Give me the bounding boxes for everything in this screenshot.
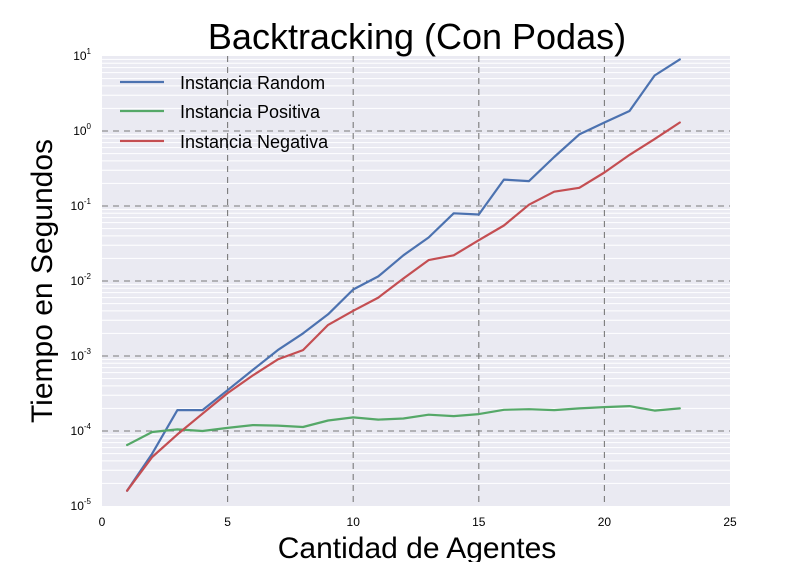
y-tick-label: 10-4 [71, 422, 92, 438]
y-axis-label: Tiempo en Segundos [26, 139, 59, 423]
x-tick-label: 5 [224, 515, 231, 529]
x-tick-label: 0 [99, 515, 106, 529]
x-axis-label: Cantidad de Agentes [278, 532, 557, 562]
chart-title: Backtracking (Con Podas) [208, 16, 626, 57]
y-tick-label: 100 [73, 122, 91, 138]
y-tick-label: 10-2 [71, 272, 92, 288]
series-group [125, 58, 681, 492]
x-tick-label: 20 [598, 515, 612, 529]
legend-label-negativa: Instancia Negativa [180, 132, 329, 152]
x-axis-ticks: 0 5 10 15 20 25 [99, 515, 737, 529]
y-tick-label: 10-5 [71, 497, 92, 513]
y-tick-label: 10-1 [71, 197, 92, 213]
x-tick-label: 10 [347, 515, 361, 529]
series-line-instancia-negativa [125, 121, 681, 492]
series-line-instancia-positiva [125, 405, 681, 447]
legend-label-positiva: Instancia Positiva [180, 102, 321, 122]
y-tick-label: 101 [73, 47, 91, 63]
y-axis-ticks: 10-5 10-4 10-3 10-2 10-1 100 101 [71, 47, 92, 513]
series-line-instancia-random [125, 58, 681, 492]
legend: Instancia Random Instancia Positiva Inst… [120, 73, 329, 152]
y-tick-label: 10-3 [71, 347, 92, 363]
legend-label-random: Instancia Random [180, 73, 325, 93]
x-tick-label: 15 [472, 515, 486, 529]
x-tick-label: 25 [723, 515, 737, 529]
minor-grid [102, 58, 730, 484]
